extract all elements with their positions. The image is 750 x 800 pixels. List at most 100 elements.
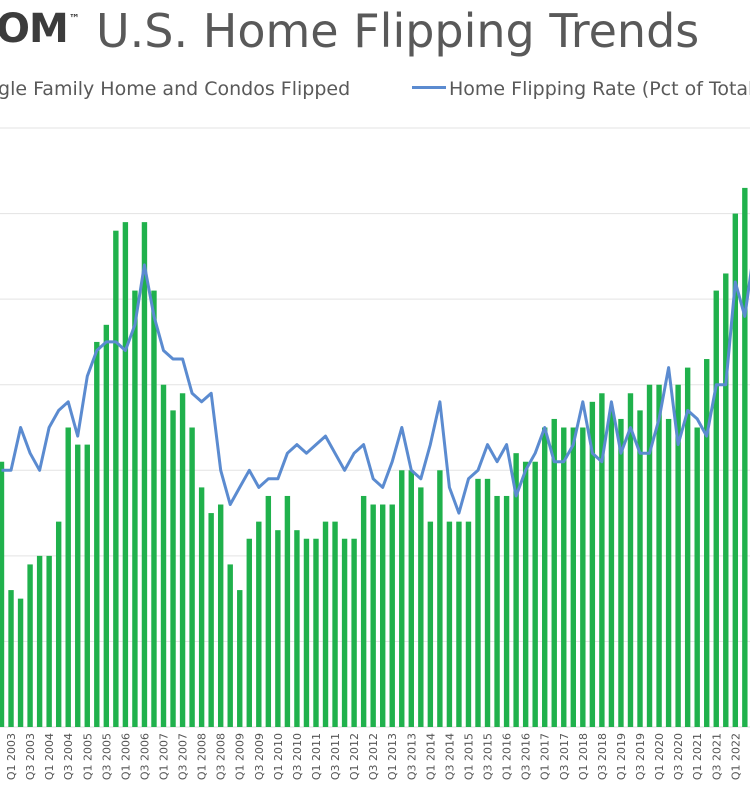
bar-q4-2017 xyxy=(570,427,576,727)
x-tick-label: Q3 2005 xyxy=(100,733,113,780)
bar-q4-2014 xyxy=(456,521,462,727)
bar-q1-2015 xyxy=(465,521,472,727)
bar-q1-2006 xyxy=(122,222,129,727)
bar-q3-2007 xyxy=(179,393,186,727)
bar-q2-2005 xyxy=(94,341,100,727)
bar-q1-2020 xyxy=(656,384,662,727)
line-series xyxy=(1,263,750,515)
bar-q1-2005 xyxy=(84,444,90,727)
bar-q4-2003 xyxy=(36,555,43,727)
x-axis-tick-labels: Q1 2003 Q3 2003 Q1 2004 Q3 2004 Q1 2005 Q3 20… xyxy=(5,733,742,780)
bar-q1-2019 xyxy=(618,418,624,727)
bar-q3-2019 xyxy=(637,410,643,727)
x-tick-label: Q3 2009 xyxy=(253,733,266,780)
bar-q2-2004 xyxy=(55,521,62,727)
bar-q2-2018 xyxy=(589,401,596,727)
x-tick-label: Q3 2012 xyxy=(367,733,380,780)
bar-q4-2009 xyxy=(265,495,272,727)
bar-q1-2009 xyxy=(237,590,243,727)
x-tick-label: Q3 2017 xyxy=(558,733,571,780)
bar-q2-2011 xyxy=(322,521,329,727)
bar-q3-2017 xyxy=(561,427,567,727)
x-tick-label: Q1 2008 xyxy=(196,733,209,780)
bar-q3-2006 xyxy=(141,222,148,727)
bar-q2-2007 xyxy=(170,410,176,727)
bar-q4-2016 xyxy=(532,461,538,727)
chart-title: U.S. Home Flipping Trends xyxy=(96,4,700,58)
x-tick-label: Q1 2013 xyxy=(386,733,399,780)
bar-q2-2022 xyxy=(742,187,748,727)
bar-q1-2010 xyxy=(275,530,281,727)
bar-q4-2019 xyxy=(646,384,653,727)
bar-q2-2013 xyxy=(399,470,405,727)
bar-q3-2015 xyxy=(484,478,491,727)
x-tick-label: Q3 2020 xyxy=(672,733,685,780)
x-tick-label: Q3 2018 xyxy=(596,733,609,780)
x-tick-label: Q1 2006 xyxy=(119,733,132,780)
x-tick-label: Q3 2021 xyxy=(710,733,723,780)
x-tick-label: Q1 2005 xyxy=(81,733,94,780)
x-tick-label: Q3 2019 xyxy=(634,733,647,780)
bar-q3-2008 xyxy=(217,504,224,727)
bar-q4-2008 xyxy=(227,564,233,727)
bar-q4-2015 xyxy=(494,495,500,727)
bar-q3-2013 xyxy=(408,470,414,727)
x-tick-label: Q1 2022 xyxy=(729,733,742,780)
bar-q2-2010 xyxy=(284,495,291,727)
x-tick-label: Q1 2017 xyxy=(539,733,552,780)
bar-q3-2010 xyxy=(294,530,300,727)
x-tick-label: Q3 2016 xyxy=(520,733,533,780)
bar-q1-2016 xyxy=(503,495,510,727)
bar-q4-2012 xyxy=(380,504,386,727)
bar-q1-2018 xyxy=(580,427,586,727)
x-tick-label: Q1 2007 xyxy=(158,733,171,780)
x-tick-label: Q1 2004 xyxy=(43,733,56,780)
bar-q3-2005 xyxy=(103,324,110,727)
bar-q4-2005 xyxy=(113,230,119,727)
bar-series xyxy=(0,187,748,728)
legend-label-line: Home Flipping Rate (Pct of Total xyxy=(449,78,750,100)
x-tick-label: Q1 2014 xyxy=(424,733,437,780)
bar-q1-2003 xyxy=(8,590,14,727)
bar-q2-2015 xyxy=(475,478,481,727)
bar-q2-2012 xyxy=(360,495,367,727)
x-tick-label: Q3 2006 xyxy=(138,733,151,780)
bar-q1-2021 xyxy=(694,427,700,727)
bar-q3-2021 xyxy=(713,290,719,727)
bar-q1-2012 xyxy=(351,538,357,727)
bar-q1-2008 xyxy=(198,487,205,727)
bar-q3-2011 xyxy=(332,521,338,727)
x-tick-label: Q1 2019 xyxy=(615,733,628,780)
bar-q1-2017 xyxy=(542,427,548,727)
x-tick-label: Q1 2021 xyxy=(691,733,704,780)
bar-q2-2017 xyxy=(551,418,557,727)
legend-item-bars: ngle Family Home and Condos Flipped xyxy=(0,78,350,100)
bar-q4-2013 xyxy=(418,487,424,727)
bar-q1-2022 xyxy=(732,213,739,728)
x-tick-label: Q1 2018 xyxy=(577,733,590,780)
bar-q3-2012 xyxy=(370,504,376,727)
x-tick-label: Q3 2011 xyxy=(329,733,342,780)
bar-q1-2011 xyxy=(313,538,319,727)
bar-q2-2019 xyxy=(627,393,634,727)
bar-q2-2020 xyxy=(665,418,672,727)
x-tick-label: Q1 2020 xyxy=(653,733,666,780)
bar-q2-2009 xyxy=(246,538,252,727)
bar-q2-2008 xyxy=(208,513,214,727)
bar-q1-2004 xyxy=(46,555,52,727)
bar-q3-2004 xyxy=(65,427,71,727)
bar-q3-2020 xyxy=(675,384,681,727)
bar-q4-2007 xyxy=(189,427,195,727)
bar-q1-2013 xyxy=(389,504,395,727)
logo-text: OM xyxy=(0,6,69,52)
x-tick-label: Q1 2016 xyxy=(501,733,514,780)
bar-q1-2007 xyxy=(160,384,167,727)
x-tick-label: Q1 2010 xyxy=(272,733,285,780)
legend-label-bars: ngle Family Home and Condos Flipped xyxy=(0,78,351,100)
x-tick-label: Q1 2003 xyxy=(5,733,18,780)
bar-q3-2003 xyxy=(27,564,33,727)
bar-q4-2010 xyxy=(303,538,310,727)
x-tick-label: Q3 2007 xyxy=(177,733,190,780)
bar-q4-2020 xyxy=(684,367,691,727)
